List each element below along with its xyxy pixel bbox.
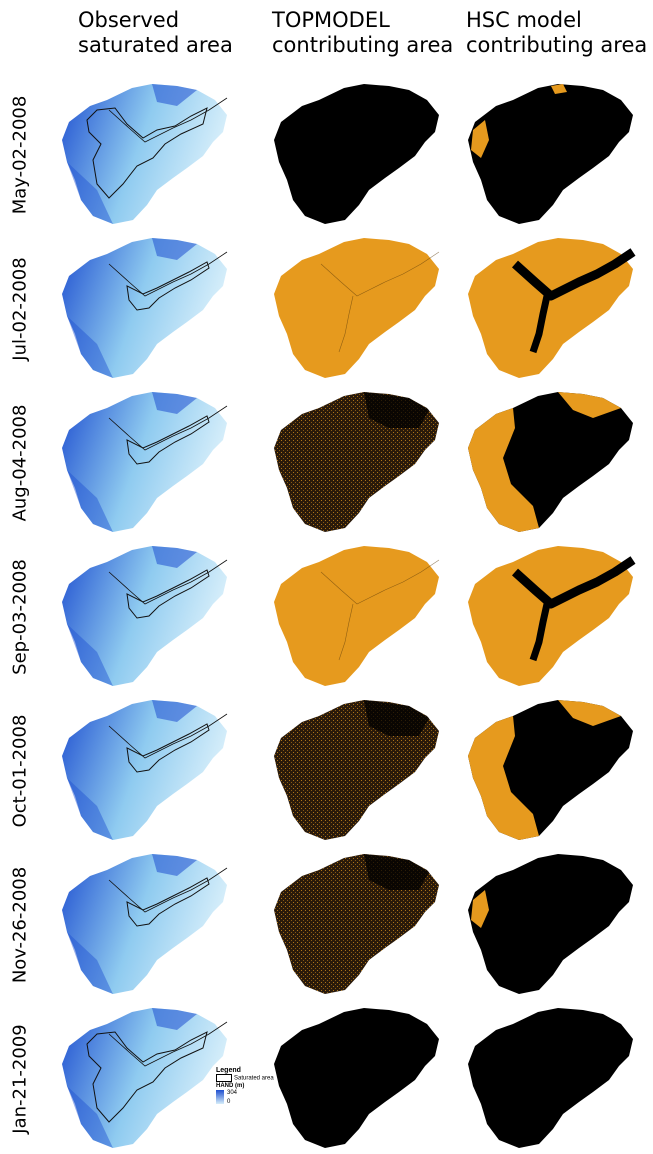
hsc-map xyxy=(456,234,646,384)
observed-map xyxy=(50,696,240,846)
observed-map xyxy=(50,388,240,538)
column-header-line: contributing area xyxy=(272,33,454,57)
row-date-label: May-02-2008 xyxy=(0,80,40,230)
hsc-map xyxy=(456,80,646,230)
hand-color-ramp xyxy=(216,1089,224,1104)
column-header-topmodel: TOPMODEL contributing area xyxy=(272,8,453,58)
column-header-line: contributing area xyxy=(466,33,648,57)
legend-hand-ramp: 304 0 xyxy=(216,1089,286,1106)
row-date-label: Nov-26-2008 xyxy=(0,850,40,1000)
legend-hand-max: 304 xyxy=(227,1089,238,1096)
observed-map xyxy=(50,1004,240,1154)
observed-map xyxy=(50,542,240,692)
observed-map xyxy=(50,80,240,230)
row-date-text: May-02-2008 xyxy=(9,95,31,215)
hsc-map xyxy=(456,388,646,538)
row-date-text: Sep-03-2008 xyxy=(9,559,31,675)
legend-hand-min: 0 xyxy=(227,1098,231,1105)
topmodel-map xyxy=(262,850,452,1000)
topmodel-map xyxy=(262,388,452,538)
saturated-area-swatch xyxy=(216,1074,232,1082)
legend-title: Legend xyxy=(216,1067,241,1074)
row-date-text: Nov-26-2008 xyxy=(9,866,31,984)
row-date-label: Jan-21-2009 xyxy=(0,1004,40,1154)
row-date-text: Oct-01-2008 xyxy=(9,714,31,828)
row-date-text: Jul-02-2008 xyxy=(9,257,31,361)
column-header-hsc: HSC model contributing area xyxy=(466,8,647,58)
hsc-map xyxy=(456,850,646,1000)
row-date-label: Jul-02-2008 xyxy=(0,234,40,384)
row-date-text: Aug-04-2008 xyxy=(9,404,31,522)
legend-saturated-label: Saturated area xyxy=(234,1075,274,1082)
topmodel-map xyxy=(262,1004,452,1154)
legend-saturated-item: Saturated area xyxy=(216,1074,286,1083)
row-date-label: Oct-01-2008 xyxy=(0,696,40,846)
topmodel-map xyxy=(262,234,452,384)
row-date-label: Sep-03-2008 xyxy=(0,542,40,692)
legend-hand-label: HAND (m) xyxy=(216,1082,245,1089)
column-header-line: saturated area xyxy=(78,33,233,57)
topmodel-map xyxy=(262,542,452,692)
column-header-line: Observed xyxy=(78,8,180,32)
observed-map xyxy=(50,850,240,1000)
observed-map xyxy=(50,234,240,384)
topmodel-map xyxy=(262,696,452,846)
column-header-observed: Observed saturated area xyxy=(78,8,233,58)
row-date-text: Jan-21-2009 xyxy=(9,1024,31,1134)
row-date-label: Aug-04-2008 xyxy=(0,388,40,538)
hsc-map xyxy=(456,1004,646,1154)
topmodel-map xyxy=(262,80,452,230)
column-header-line: HSC model xyxy=(466,8,582,32)
hsc-map xyxy=(456,696,646,846)
legend: Legend Saturated area HAND (m) 304 0 xyxy=(216,1067,286,1123)
column-header-line: TOPMODEL xyxy=(272,8,390,32)
hsc-map xyxy=(456,542,646,692)
